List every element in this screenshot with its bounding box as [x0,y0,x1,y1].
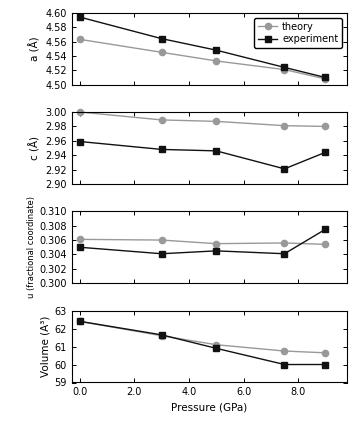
Y-axis label: a (Å): a (Å) [30,37,41,61]
Y-axis label: Volume (A³): Volume (A³) [40,316,50,377]
Y-axis label: c (Å): c (Å) [30,136,41,160]
X-axis label: Pressure (GPa): Pressure (GPa) [171,403,247,413]
Y-axis label: u (fractional coordinate): u (fractional coordinate) [27,196,36,298]
Legend: theory, experiment: theory, experiment [254,17,342,48]
